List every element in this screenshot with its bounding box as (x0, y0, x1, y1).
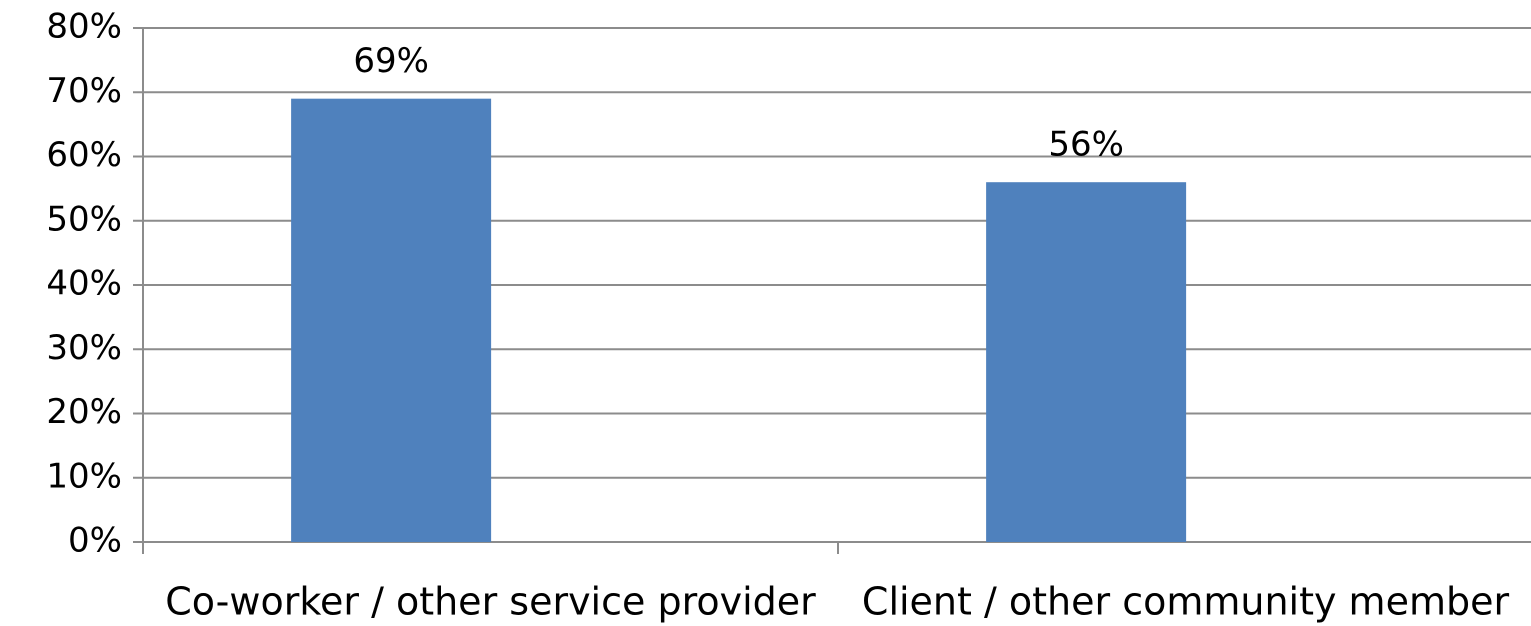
y-tick-label: 70% (46, 71, 122, 111)
bar (986, 182, 1187, 542)
x-tick-label: Co-worker / other service provider (165, 580, 816, 624)
y-tick-label: 20% (46, 392, 122, 432)
data-label: 56% (1048, 125, 1124, 165)
y-tick-label: 10% (46, 456, 122, 496)
y-tick-label: 30% (46, 328, 122, 368)
x-tick-label: Client / other community member (862, 580, 1510, 624)
y-tick-label: 80% (46, 7, 122, 47)
bar (291, 98, 492, 543)
y-tick-label: 60% (46, 135, 122, 175)
y-tick-label: 0% (68, 521, 122, 561)
data-label: 69% (353, 41, 429, 81)
y-tick-label: 40% (46, 264, 122, 304)
y-tick-label: 50% (46, 199, 122, 239)
